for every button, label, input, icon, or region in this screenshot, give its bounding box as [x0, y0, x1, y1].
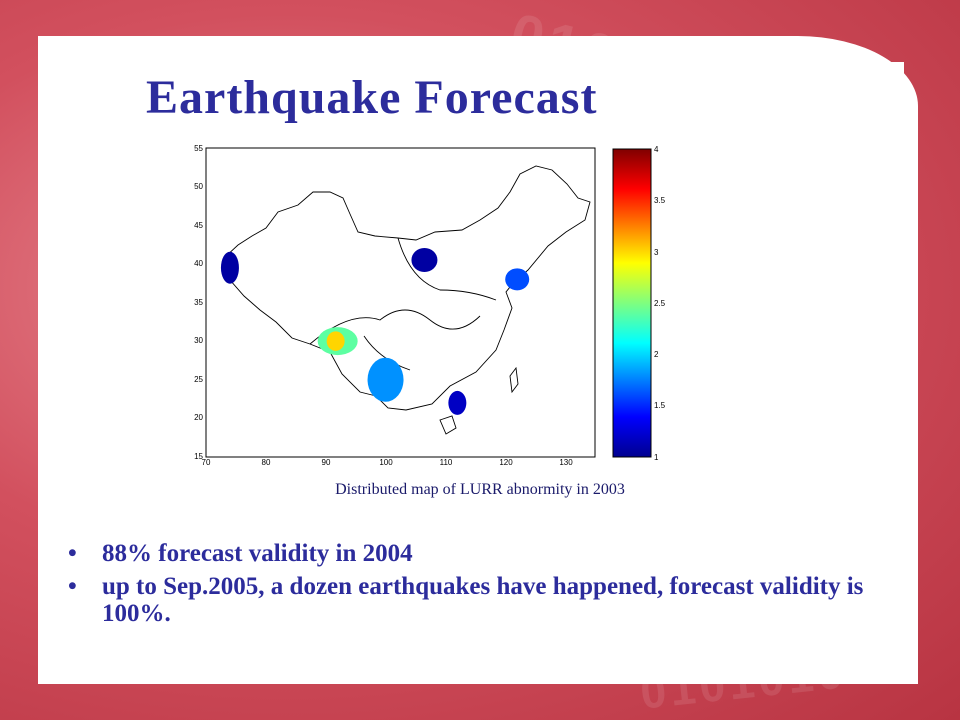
bullet-list: • 88% forecast validity in 2004 • up to …	[68, 540, 868, 633]
y-tick-label: 25	[194, 375, 203, 384]
x-tick-label: 100	[379, 458, 393, 467]
y-tick-label: 20	[194, 413, 203, 422]
x-tick-label: 110	[440, 458, 453, 467]
bullet-text: up to Sep.2005, a dozen earthquakes have…	[102, 573, 864, 627]
x-tick-label: 70	[202, 458, 211, 467]
y-tick-label: 45	[194, 221, 203, 230]
slide-title: Earthquake Forecast	[146, 71, 598, 124]
x-tick-label: 80	[262, 458, 271, 467]
y-tick-label: 15	[194, 452, 203, 461]
map-frame	[205, 147, 596, 458]
anomaly-region-peak	[326, 331, 345, 351]
x-tick-label: 120	[499, 458, 513, 467]
bullet-dot-icon: •	[68, 540, 77, 567]
colorbar-tick-label: 3	[654, 248, 659, 257]
colorbar-tick-label: 2.5	[654, 299, 666, 308]
y-tick-label: 40	[194, 259, 203, 268]
map-x-ticks: 70 80 90 100 110 120 130	[202, 458, 574, 467]
cic-logo-icon	[796, 62, 904, 122]
colorbar-tick-label: 2	[654, 350, 659, 359]
x-tick-label: 130	[559, 458, 573, 467]
anomaly-region	[505, 268, 530, 291]
colorbar	[612, 148, 652, 458]
y-tick-label: 35	[194, 298, 203, 307]
map-caption: Distributed map of LURR abnormity in 200…	[335, 481, 625, 498]
anomaly-region	[367, 357, 404, 402]
colorbar-ticks: 4 3.5 3 2.5 2 1.5 1	[654, 145, 666, 462]
bullet-dot-icon: •	[68, 573, 77, 600]
colorbar-tick-label: 3.5	[654, 196, 666, 205]
y-tick-label: 50	[194, 182, 203, 191]
anomaly-region	[448, 390, 467, 415]
bullet-item: • up to Sep.2005, a dozen earthquakes ha…	[68, 573, 868, 627]
y-tick-label: 55	[194, 144, 203, 153]
bullet-item: • 88% forecast validity in 2004	[68, 540, 868, 567]
colorbar-tick-label: 4	[654, 145, 659, 154]
colorbar-tick-label: 1	[654, 453, 659, 462]
china-outline	[223, 165, 591, 435]
colorbar-tick-label: 1.5	[654, 401, 666, 410]
anomaly-region	[220, 251, 239, 284]
bullet-text: 88% forecast validity in 2004	[102, 540, 413, 567]
x-tick-label: 90	[322, 458, 331, 467]
map-y-ticks: 55 50 45 40 35 30 25 20 15	[194, 144, 203, 461]
lurr-abnormity-map: 70 80 90 100 110 120 130 55 50 45 40 35 …	[194, 144, 666, 467]
anomaly-regions	[220, 248, 530, 415]
anomaly-region	[411, 248, 438, 273]
y-tick-label: 30	[194, 336, 203, 345]
